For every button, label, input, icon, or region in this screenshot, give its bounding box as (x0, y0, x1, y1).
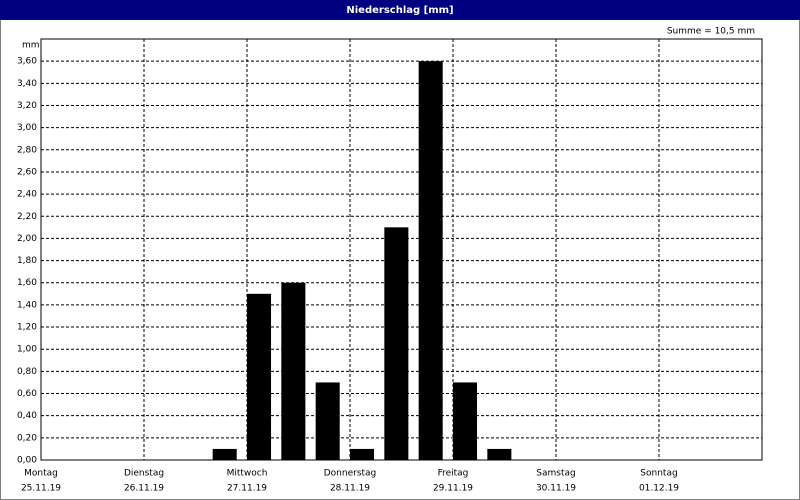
y-tick-label: 1,60 (17, 278, 37, 288)
bar (453, 382, 478, 460)
y-tick-label: 2,20 (17, 212, 37, 222)
x-tick-label: Montag (24, 469, 58, 479)
bar (281, 282, 306, 460)
y-tick-label: 2,60 (17, 167, 37, 177)
bar (247, 293, 272, 460)
y-tick-label: 3,00 (17, 123, 37, 133)
y-tick-label: 0,40 (17, 411, 37, 421)
bar (418, 61, 443, 460)
chart-title: Niederschlag [mm] (346, 5, 453, 16)
x-date-label: 30.11.19 (536, 484, 576, 494)
y-tick-label: 0,20 (17, 433, 37, 443)
annotation: Summe = 10,5 mm (667, 27, 755, 37)
x-tick-label: Donnerstag (324, 469, 377, 479)
bar (487, 448, 512, 460)
y-tick-label: 0,00 (17, 456, 37, 466)
y-tick-label: 3,40 (17, 79, 37, 89)
x-tick-label: Samstag (536, 469, 575, 479)
x-date-label: 27.11.19 (227, 484, 267, 494)
x-date-label: 01.12.19 (639, 484, 679, 494)
x-date-label: 25.11.19 (21, 484, 61, 494)
y-tick-label: 1,20 (17, 323, 37, 333)
y-tick-label: 3,20 (17, 101, 37, 111)
y-tick-label: 2,80 (17, 145, 37, 155)
x-tick-label: Sonntag (640, 469, 677, 479)
y-tick-label: 2,40 (17, 190, 37, 200)
y-tick-label: 0,80 (17, 367, 37, 377)
y-tick-label: 2,00 (17, 234, 37, 244)
plot-border (40, 38, 763, 461)
x-date-label: 29.11.19 (433, 484, 473, 494)
y-axis-label: mm (22, 41, 40, 51)
y-tick-label: 1,40 (17, 300, 37, 310)
y-tick-label: 0,60 (17, 389, 37, 399)
y-tick-label: 1,00 (17, 345, 37, 355)
y-tick-label: 3,60 (17, 57, 37, 67)
bar (384, 227, 409, 460)
title-bar (0, 0, 800, 20)
x-tick-label: Freitag (438, 469, 469, 479)
x-tick-label: Mittwoch (227, 469, 268, 479)
x-tick-label: Dienstag (124, 469, 164, 479)
y-tick-label: 1,80 (17, 256, 37, 266)
bar (315, 382, 340, 460)
x-date-label: 26.11.19 (124, 484, 164, 494)
bar (350, 448, 375, 460)
x-date-label: 28.11.19 (330, 484, 370, 494)
bar (212, 448, 237, 460)
